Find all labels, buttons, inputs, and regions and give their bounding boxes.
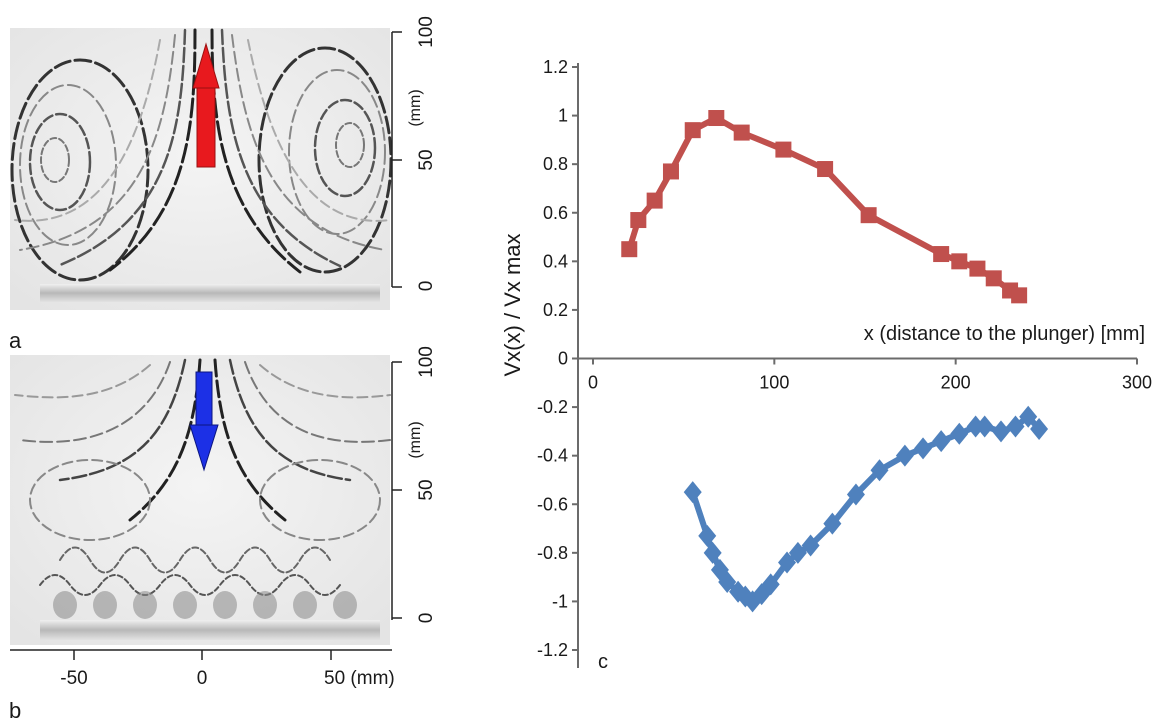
panel-b-y-unit: (mm) [407,421,424,458]
panel-c-data-point [966,415,985,438]
panel-b-x-tick-50: 50 (mm) [324,668,395,689]
panel-c-y-tick-label: -0.4 [537,446,568,466]
panel-a-plunger-plate [40,284,380,302]
panel-c-data-point [801,534,820,557]
panel-a-y-tick-100: 100 [416,16,437,48]
panel-c-ticks: 1.2 1 0.8 0.6 0.4 0.2 0 -0.2 -0.4 -0.6 -0.8 -1 -1.2 0… [537,57,1152,660]
panel-c-data-point [914,437,933,460]
panel-c-data-point [703,541,722,564]
panel-c-y-tick-label: 1 [558,106,568,126]
panel-c-axes [577,63,1137,668]
panel-c-data-point [1011,287,1028,304]
panel-a-y-tick-50: 50 [416,149,437,170]
panel-c-x-tick-label: 300 [1122,373,1152,393]
panel-c-data-point [708,110,725,127]
panel-c-series-line [626,115,1021,298]
panel-c-series-line [689,413,1042,605]
panel-c-data-point [975,415,994,438]
panel-c-series-0 [621,110,1028,304]
panel-c-data-point [733,124,750,141]
panel-c-data-point [860,207,877,224]
panel-b-vortex-blobs [53,591,357,619]
panel-c-y-tick-label: -0.6 [537,494,568,514]
panel-c-data-point [621,241,638,258]
panel-c-data-point [684,122,701,139]
panel-b-x-tick-neg50: -50 [60,668,87,689]
panel-c-data-point [846,483,865,506]
panel-b-arrow-down-icon [189,371,219,472]
panel-c-data-point [662,163,679,180]
panel-c-data-point [630,212,647,229]
panel-a-y-unit: (mm) [407,89,424,126]
panel-c-y-tick-label: -0.2 [537,397,568,417]
panel-c-data-point [646,192,663,209]
panel-c-data-point [718,570,737,593]
panel-c-y-tick-label: -1 [552,591,568,611]
panel-c-data-point [683,481,702,504]
panel-c-y-tick-label: -0.8 [537,543,568,563]
panel-c-data-point [761,573,780,596]
panel-c-data-point [778,551,797,574]
panel-c-data-point [895,444,914,467]
panel-c-y-tick-label: -1.2 [537,640,568,660]
panel-c-x-axis-label: x (distance to the plunger) [mm] [864,323,1145,345]
panel-c-data-point [870,459,889,482]
panel-c-data-point [951,253,968,270]
panel-c-data-point [775,141,792,158]
panel-b: 0 50 100 (mm) -50 0 50 (mm) b [9,346,437,723]
panel-a-arrow-up-icon [192,42,220,168]
panel-c-data-point [985,270,1002,287]
panel-c-data-point [992,420,1010,443]
panel-c-data-point [933,246,950,263]
panel-c-y-tick-label: 1.2 [543,57,568,77]
panel-c-series-1 [683,405,1049,613]
panel-a-label: a [9,328,22,353]
panel-c-data-point [950,422,969,445]
panel-c-data-point [1006,415,1025,438]
panel-c-data-point [1019,405,1038,428]
panel-b-plunger-plate [40,620,380,640]
panel-c-x-tick-label: 0 [588,373,598,393]
panel-c-x-tick-label: 200 [941,373,971,393]
panel-b-label: b [9,698,21,723]
panel-c-chart: 1.2 1 0.8 0.6 0.4 0.2 0 -0.2 -0.4 -0.6 -0.8 -1 -1.2 0… [500,57,1152,673]
panel-c-y-tick-label: 0 [558,349,568,369]
panel-c-y-axis-label: Vx(x) / Vx max [500,233,525,376]
panel-c-label: c [598,651,608,673]
panel-c-y-tick-label: 0.2 [543,300,568,320]
panel-b-y-tick-0: 0 [416,613,437,624]
panel-b-x-tick-0: 0 [197,668,208,689]
panel-c-series [621,110,1049,613]
panel-c-data-point [932,430,951,453]
panel-c-x-tick-label: 100 [759,373,789,393]
panel-a: 0 50 100 (mm) a [9,16,437,353]
panel-c-y-tick-label: 0.8 [543,154,568,174]
panel-b-y-tick-100: 100 [416,346,437,378]
panel-c-data-point [1030,417,1049,440]
panel-c-y-tick-label: 0.4 [543,251,568,271]
panel-c-data-point [788,541,807,564]
panel-a-streamlines [10,28,393,282]
panel-c-y-tick-label: 0.6 [543,203,568,223]
panel-c-data-point [823,512,842,535]
panel-b-y-tick-50: 50 [416,479,437,500]
panel-c-data-point [817,161,834,178]
panel-c-data-point [969,260,986,277]
panel-a-y-tick-0: 0 [416,281,437,292]
panel-c-data-point [698,524,717,547]
